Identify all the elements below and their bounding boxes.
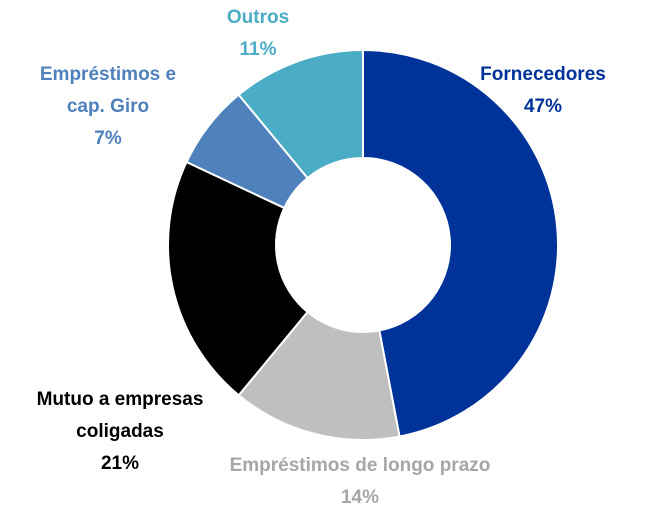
category-name: Outros xyxy=(226,7,290,28)
category-name: Empréstimos de longo prazo xyxy=(229,455,491,476)
category-name: Fornecedores xyxy=(480,64,606,85)
category-name: Empréstimos e cap. Giro xyxy=(39,64,177,117)
category-name: Mutuo a empresas coligadas xyxy=(36,389,204,442)
value-label: 11% xyxy=(239,39,277,60)
slice xyxy=(167,160,309,397)
slice xyxy=(237,48,364,180)
slice-label: Empréstimos de longo prazo 14% xyxy=(200,450,520,510)
slice xyxy=(237,310,401,441)
slice-label: Fornecedores 47% xyxy=(463,59,623,123)
slice xyxy=(362,48,559,438)
value-label: 7% xyxy=(94,128,122,149)
slice-label: Outros 11% xyxy=(198,2,318,66)
value-label: 21% xyxy=(100,453,140,474)
slice-label: Empréstimos e cap. Giro 7% xyxy=(28,59,188,155)
slice-label: Mutuo a empresas coligadas 21% xyxy=(5,384,235,480)
value-label: 14% xyxy=(340,487,380,508)
value-label: 47% xyxy=(523,96,563,117)
